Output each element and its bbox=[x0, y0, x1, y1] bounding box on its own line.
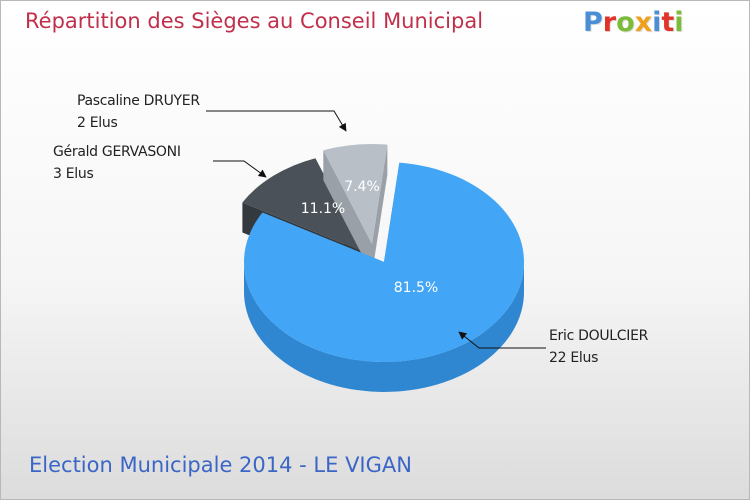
logo-letter: x bbox=[634, 7, 653, 38]
leader-doulcier bbox=[458, 331, 546, 349]
slice-gervasoni-top bbox=[242, 158, 364, 252]
slice-druyer bbox=[323, 144, 388, 274]
slice-gervasoni-percent-label: 11.1% bbox=[301, 201, 345, 217]
label-doulcier-seats: 22 Elus bbox=[549, 350, 599, 366]
slice-doulcier-percent-label: 81.5% bbox=[394, 280, 438, 296]
label-druyer-name: Pascaline DRUYER bbox=[77, 93, 200, 109]
logo-letter: o bbox=[616, 7, 635, 38]
slice-druyer-top bbox=[323, 144, 388, 244]
label-gervasoni: Gérald GERVASONI 3 Elus bbox=[53, 141, 181, 185]
logo-letter: t bbox=[661, 7, 675, 38]
logo-letter: P bbox=[583, 7, 603, 38]
label-druyer: Pascaline DRUYER 2 Elus bbox=[77, 90, 200, 134]
chart-title: Répartition des Sièges au Conseil Munici… bbox=[25, 9, 484, 33]
proxiti-logo: Proxiti bbox=[583, 7, 684, 38]
slice-doulcier bbox=[244, 162, 524, 392]
slice-doulcier-top bbox=[244, 162, 524, 362]
chart-subtitle: Election Municipale 2014 - LE VIGAN bbox=[29, 453, 412, 477]
logo-letter: i bbox=[652, 7, 662, 38]
label-gervasoni-name: Gérald GERVASONI bbox=[53, 144, 181, 160]
label-druyer-seats: 2 Elus bbox=[77, 115, 118, 131]
label-doulcier-name: Eric DOULCIER bbox=[549, 328, 649, 344]
slice-doulcier-side bbox=[244, 262, 524, 392]
label-gervasoni-seats: 3 Elus bbox=[53, 166, 94, 182]
leader-gervasoni bbox=[213, 160, 267, 178]
slice-druyer-face bbox=[323, 150, 372, 274]
leader-druyer bbox=[206, 110, 347, 132]
slice-druyer-face bbox=[372, 144, 388, 274]
label-doulcier: Eric DOULCIER 22 Elus bbox=[549, 325, 648, 369]
logo-letter: i bbox=[674, 7, 684, 38]
slice-druyer-percent-label: 7.4% bbox=[344, 179, 380, 195]
logo-letter: r bbox=[602, 7, 617, 38]
